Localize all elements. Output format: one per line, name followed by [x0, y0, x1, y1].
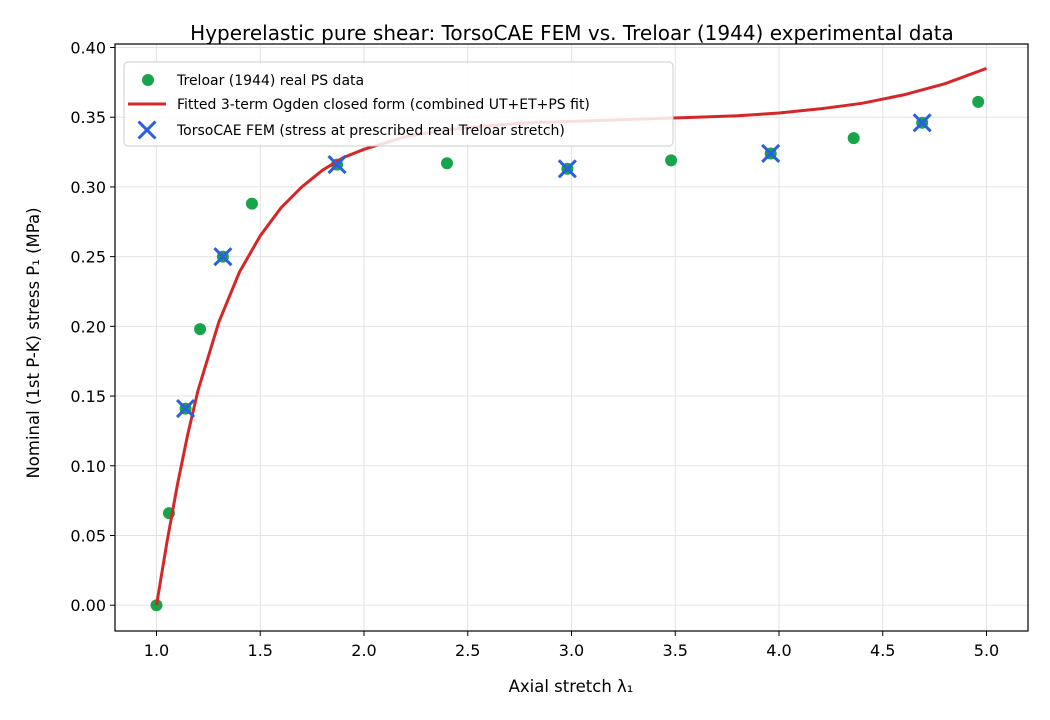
treloar-data-point	[194, 323, 207, 336]
cross-stroke	[213, 247, 233, 267]
x-tick-label: 1.0	[144, 641, 169, 660]
treloar-data-point	[847, 132, 860, 145]
y-tick-label: 0.00	[70, 596, 106, 615]
cross-stroke	[912, 113, 932, 133]
fem-data-point	[175, 399, 196, 419]
x-tick-label: 2.0	[351, 641, 376, 660]
y-tick-label: 0.30	[70, 178, 106, 197]
x-tick-label: 4.5	[870, 641, 895, 660]
treloar-data-point	[972, 95, 985, 108]
cross-stroke	[175, 399, 196, 419]
x-tick-label: 3.0	[559, 641, 584, 660]
y-tick-label: 0.25	[70, 248, 106, 267]
axis-ticks: 1.0 1.5 2.0 2.5 3.0 3.5 4.0 4.5 5.0 0.00 0.05 0.10 0…	[70, 38, 999, 660]
legend-marker-treloar	[142, 74, 154, 86]
fem-data-point	[761, 143, 781, 164]
cross-stroke	[327, 155, 347, 175]
fem-data-point	[327, 155, 347, 175]
cross-stroke	[137, 120, 157, 140]
legend-label: Treloar (1944) real PS data	[176, 73, 364, 89]
legend-label: Fitted 3-term Ogden closed form (combine…	[177, 97, 590, 113]
y-tick-label: 0.20	[70, 317, 106, 336]
x-tick-label: 1.5	[248, 641, 273, 660]
cross-stroke	[557, 159, 577, 179]
legend-box	[123, 61, 674, 147]
treloar-data-point	[441, 157, 453, 170]
fem-data-point	[213, 247, 233, 267]
cross-stroke	[761, 143, 781, 164]
fem-data-point	[557, 159, 577, 179]
x-tick-label: 3.5	[663, 641, 688, 660]
y-tick-label: 0.40	[70, 38, 106, 57]
fem-data-point	[912, 113, 932, 133]
chart-title: Hyperelastic pure shear: TorsoCAE FEM vs…	[190, 21, 954, 45]
y-tick-label: 0.05	[70, 526, 106, 545]
x-axis-label: Axial stretch λ₁	[509, 677, 634, 696]
legend-label: TorsoCAE FEM (stress at prescribed real …	[176, 123, 565, 139]
legend: Treloar (1944) real PS data Fitted 3-term…	[123, 61, 674, 147]
y-tick-label: 0.15	[70, 387, 106, 406]
legend-marker-fem	[137, 120, 157, 140]
treloar-data-point	[665, 154, 678, 167]
treloar-data-point	[245, 197, 258, 210]
treloar-data-point	[150, 599, 163, 612]
y-axis-label: Nominal (1st P-K) stress P₁ (MPa)	[24, 207, 43, 478]
x-tick-label: 5.0	[974, 641, 999, 660]
y-tick-label: 0.10	[70, 457, 106, 476]
y-tick-label: 0.35	[70, 108, 106, 127]
x-tick-label: 4.0	[766, 641, 791, 660]
x-tick-label: 2.5	[455, 641, 480, 660]
